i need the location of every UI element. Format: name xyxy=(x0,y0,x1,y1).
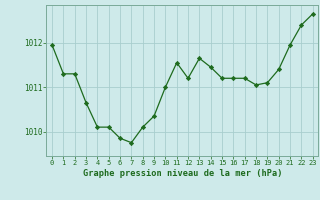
X-axis label: Graphe pression niveau de la mer (hPa): Graphe pression niveau de la mer (hPa) xyxy=(83,169,282,178)
